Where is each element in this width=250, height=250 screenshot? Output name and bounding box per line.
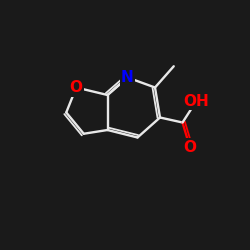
Text: O: O [70,80,83,95]
Text: N: N [121,70,134,85]
Text: O: O [184,140,196,155]
Text: OH: OH [184,94,209,109]
